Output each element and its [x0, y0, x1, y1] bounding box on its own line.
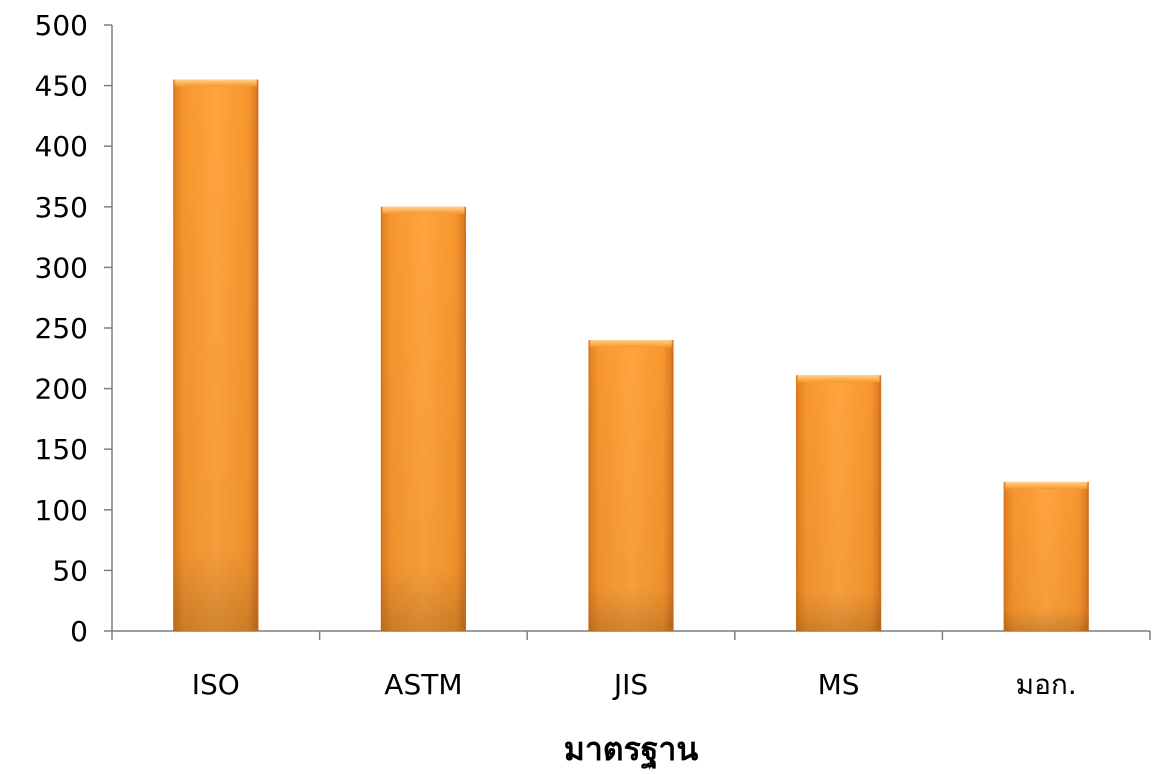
bar-edge-left: [796, 375, 799, 631]
bar-shade: [173, 79, 259, 632]
bar-edge-right: [671, 340, 674, 631]
bar-edge-right: [879, 375, 882, 631]
bar-edge-left: [1003, 481, 1006, 631]
bar-edge-right: [463, 206, 466, 632]
x-tick-label: JIS: [612, 668, 648, 701]
bar-edge-left: [588, 340, 591, 631]
y-axis: 0 50 100 150 200 250 300 350 400 450 500: [35, 9, 113, 648]
x-tick-label: ASTM: [384, 668, 462, 701]
bar-shade: [588, 340, 674, 631]
y-tick-label: 350: [35, 191, 88, 224]
bar-cap: [797, 375, 881, 383]
y-tick-label: 200: [35, 373, 88, 406]
y-tick-label: 250: [35, 312, 88, 345]
y-tick-label: 50: [52, 554, 88, 587]
x-axis: ISO ASTM JIS MS มอก.: [111, 630, 1151, 701]
bar-edge-right: [1086, 481, 1089, 631]
y-tick-label: 100: [35, 494, 88, 527]
bar-cap: [174, 79, 258, 87]
x-tick-label: MS: [818, 668, 860, 701]
bar-4: [1003, 481, 1089, 631]
bar-2: [588, 340, 674, 631]
bar-cap: [1004, 481, 1088, 489]
bar-3: [796, 375, 882, 631]
y-tick-label: 450: [35, 70, 88, 103]
y-tick-label: 150: [35, 433, 88, 466]
x-tick-label: ISO: [192, 668, 240, 701]
y-tick-label: 0: [70, 615, 88, 648]
bar-edge-right: [256, 79, 259, 632]
y-tick-label: 300: [35, 251, 88, 284]
bar-edge-left: [173, 79, 176, 632]
y-tick-label: 500: [35, 9, 88, 42]
bar-1: [380, 206, 466, 632]
bar-edge-left: [380, 206, 383, 632]
bar-shade: [1003, 481, 1089, 631]
x-tick-label: มอก.: [1016, 668, 1077, 701]
bar-shade: [796, 375, 882, 631]
bar-cap: [589, 340, 673, 348]
bar-0: [173, 79, 259, 632]
bar-shade: [380, 206, 466, 632]
x-axis-title: มาตรฐาน: [564, 730, 699, 770]
y-tick-label: 400: [35, 130, 88, 163]
bars: [173, 79, 1089, 632]
bar-cap: [381, 206, 465, 214]
